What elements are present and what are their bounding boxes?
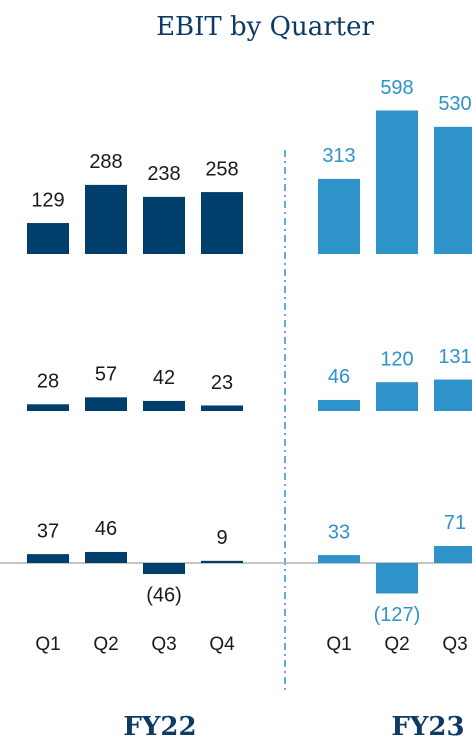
group-label: FY22 (123, 712, 196, 742)
bar (85, 551, 127, 563)
data-label: 131 (438, 346, 471, 368)
bar (318, 555, 360, 563)
bar (85, 184, 127, 254)
data-label: 57 (95, 364, 117, 386)
bar (201, 405, 243, 411)
bar (143, 400, 185, 411)
data-label: 9 (216, 527, 227, 549)
x-tick-label: Q3 (151, 634, 176, 655)
data-label: 238 (147, 163, 180, 185)
bar (434, 545, 472, 563)
bar (201, 560, 243, 563)
x-tick-label: Q2 (384, 634, 409, 655)
data-label: 37 (37, 520, 59, 542)
data-label: 129 (31, 189, 64, 211)
bar (143, 196, 185, 254)
bar (85, 397, 127, 411)
bar (434, 126, 472, 254)
data-label: 120 (380, 348, 413, 370)
x-tick-label: Q2 (93, 634, 118, 655)
data-label: (46) (146, 584, 182, 606)
bar (27, 404, 69, 411)
bar (201, 192, 243, 254)
x-tick-label: Q4 (209, 634, 235, 655)
data-label: 42 (153, 367, 175, 389)
data-label: 530 (438, 93, 471, 115)
group-label: FY23 (391, 712, 464, 742)
bar (318, 178, 360, 254)
data-label: 23 (211, 372, 233, 394)
x-tick-label: Q3 (442, 634, 467, 655)
data-label: 33 (328, 521, 350, 543)
x-tick-label: Q1 (35, 634, 60, 655)
bar (27, 223, 69, 254)
data-label: 71 (444, 512, 466, 534)
bar (143, 563, 185, 575)
data-label: 46 (328, 366, 350, 388)
bar (434, 379, 472, 411)
data-label: 288 (89, 151, 122, 173)
bar (376, 382, 418, 411)
data-label: 28 (37, 371, 59, 393)
bar (376, 563, 418, 594)
data-label: 46 (95, 518, 117, 540)
chart-title: EBIT by Quarter (156, 12, 374, 42)
data-label: 313 (322, 145, 355, 167)
data-label: 598 (380, 77, 413, 99)
data-label: 258 (205, 158, 238, 180)
x-tick-label: Q1 (326, 634, 351, 655)
data-label: (127) (374, 604, 421, 626)
bar (27, 554, 69, 563)
bar (376, 110, 418, 254)
bar (318, 399, 360, 411)
